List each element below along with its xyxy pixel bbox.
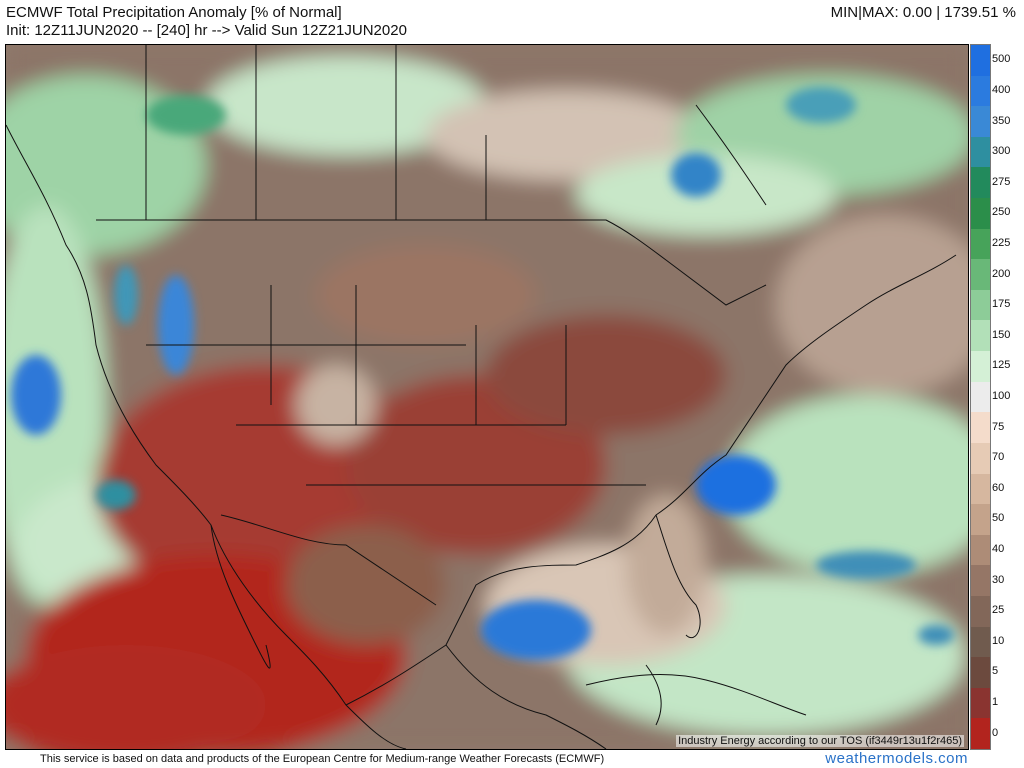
map-title: ECMWF Total Precipitation Anomaly [% of … xyxy=(6,4,342,21)
color-scale-label: 50 xyxy=(992,512,1005,525)
color-scale-swatch xyxy=(971,351,990,383)
color-scale-label: 125 xyxy=(992,359,1011,372)
color-scale-swatch xyxy=(971,45,990,77)
color-scale-swatch xyxy=(971,565,990,597)
color-scale-swatch xyxy=(971,289,990,321)
color-scale-swatch xyxy=(971,136,990,168)
boundaries xyxy=(6,45,957,749)
color-scale-label: 1 xyxy=(992,696,999,709)
color-scale-label: 75 xyxy=(992,420,1005,433)
color-scale-swatch xyxy=(971,320,990,352)
min-max-readout: MIN|MAX: 0.00 | 1739.51 % xyxy=(830,4,1016,21)
color-scale-label: 100 xyxy=(992,390,1011,402)
color-scale-swatch xyxy=(971,442,990,474)
color-scale-label: 250 xyxy=(992,206,1011,219)
color-scale-label: 40 xyxy=(992,543,1005,556)
color-scale-swatch xyxy=(971,534,990,566)
color-scale-label: 25 xyxy=(992,604,1005,617)
color-scale-swatch xyxy=(971,718,990,750)
color-scale-label: 175 xyxy=(992,298,1011,311)
color-scale-label: 300 xyxy=(992,145,1011,158)
color-scale-swatch xyxy=(971,626,990,658)
color-scale-label: 500 xyxy=(992,53,1011,66)
color-scale-swatch xyxy=(971,657,990,689)
color-scale-swatch xyxy=(971,198,990,230)
color-scale-label: 400 xyxy=(992,83,1011,96)
color-scale-label: 5 xyxy=(992,665,999,678)
color-scale-swatch xyxy=(971,473,990,505)
color-scale-swatch xyxy=(971,412,990,444)
data-credit: This service is based on data and produc… xyxy=(40,753,605,765)
anomaly-field xyxy=(6,45,968,749)
site-link[interactable]: weathermodels.com xyxy=(825,750,968,767)
map-raster xyxy=(6,45,968,749)
color-scale-swatch xyxy=(971,259,990,291)
precipitation-anomaly-map: Industry Energy according to our TOS (if… xyxy=(5,44,969,750)
color-scale-bar xyxy=(970,44,991,750)
color-scale-label: 70 xyxy=(992,451,1005,464)
color-scale-swatch xyxy=(971,687,990,719)
color-scale-label: 150 xyxy=(992,328,1011,341)
color-scale-label: 275 xyxy=(992,175,1011,188)
color-scale-swatch xyxy=(971,504,990,536)
color-scale-swatch xyxy=(971,381,990,413)
color-scale-label: 10 xyxy=(992,634,1005,647)
color-scale-label: 225 xyxy=(992,236,1011,249)
forecast-valid-time: Init: 12Z11JUN2020 -- [240] hr --> Valid… xyxy=(6,22,407,39)
color-scale-label: 60 xyxy=(992,481,1005,494)
color-scale-swatch xyxy=(971,595,990,628)
color-scale-label: 0 xyxy=(992,726,999,739)
tos-watermark: Industry Energy according to our TOS (if… xyxy=(676,735,964,747)
color-scale-swatch xyxy=(971,228,990,260)
color-scale-swatch xyxy=(971,75,990,107)
wet-anomaly-cores xyxy=(11,87,954,660)
color-scale-label: 350 xyxy=(992,114,1011,127)
color-scale-label: 30 xyxy=(992,573,1005,586)
color-scale-swatch xyxy=(971,167,990,199)
color-scale-swatch xyxy=(971,106,990,138)
color-scale-label: 200 xyxy=(992,267,1011,280)
